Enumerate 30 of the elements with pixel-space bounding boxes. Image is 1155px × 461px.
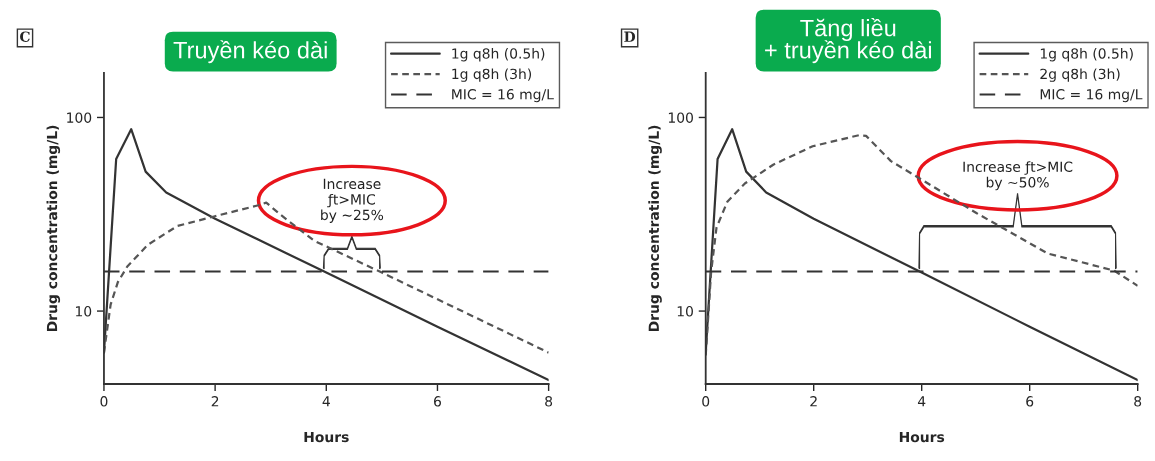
x-tick-label: 4	[917, 396, 926, 407]
y-tick-label: 100	[668, 112, 693, 123]
y-axis-title: Drug concentration (mg/L)	[648, 125, 662, 332]
y-axis-title: Drug concentration (mg/L)	[46, 125, 61, 332]
x-tick-label: 2	[211, 396, 219, 407]
y-tick-label: 10	[76, 306, 92, 317]
x-tick-label: 8	[545, 396, 553, 407]
x-tick-label: 4	[322, 396, 330, 407]
legend-label: 1g q8h (3h)	[452, 68, 532, 82]
text: C	[20, 31, 30, 42]
legend-label: 1g q8h (0.5h)	[1040, 48, 1133, 62]
y-tick-label: 10	[677, 306, 693, 317]
x-tick-label: 8	[1134, 396, 1142, 407]
x-tick-label: 0	[702, 396, 710, 407]
chart-title: Truyền kéo dài	[173, 40, 327, 64]
legend-label: MIC = 16 mg/L	[1040, 89, 1143, 103]
x-axis-title: Hours	[304, 431, 349, 443]
text: D	[624, 31, 636, 42]
x-tick-label: 6	[1026, 396, 1034, 407]
annotation: Increase ƒt>MIC by ~50%	[963, 161, 1073, 191]
chart-title: Tăng liều + truyền kéo dài	[765, 17, 931, 64]
y-tick-label: 100	[67, 112, 92, 123]
x-tick-label: 0	[100, 396, 108, 407]
legend-label: 1g q8h (0.5h)	[452, 48, 545, 62]
legend-label: MIC = 16 mg/L	[452, 89, 554, 103]
legend-label: 2g q8h (3h)	[1040, 68, 1120, 82]
x-axis-title: Hours	[899, 431, 945, 443]
annotation: Increase ƒt>MIC by ~25%	[321, 178, 384, 223]
x-tick-label: 6	[434, 396, 441, 407]
x-tick-label: 2	[810, 396, 817, 407]
